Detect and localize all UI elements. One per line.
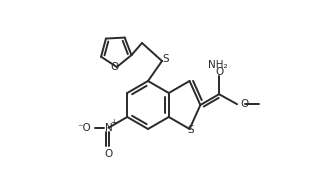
Text: ⁻O: ⁻O	[78, 123, 91, 133]
Text: O: O	[240, 99, 248, 109]
Text: O: O	[111, 62, 119, 72]
Text: S: S	[163, 54, 169, 64]
Text: S: S	[187, 125, 194, 135]
Text: +: +	[110, 118, 117, 127]
Text: O: O	[104, 149, 113, 159]
Text: N: N	[105, 123, 112, 133]
Text: NH₂: NH₂	[207, 60, 227, 70]
Text: O: O	[215, 67, 223, 77]
